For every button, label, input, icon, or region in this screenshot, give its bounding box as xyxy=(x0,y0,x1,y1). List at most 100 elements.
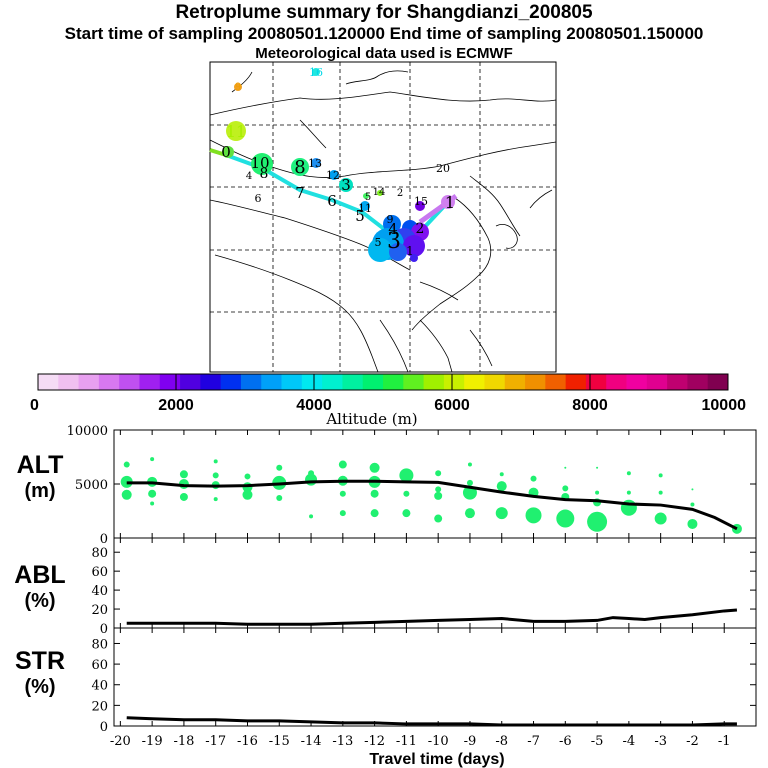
coastline xyxy=(419,319,453,373)
altitude-dot xyxy=(525,507,542,524)
altitude-dot xyxy=(691,488,694,491)
altitude-dot xyxy=(123,461,130,468)
colorbar-cell xyxy=(98,374,120,390)
colorbar-cell xyxy=(667,374,688,390)
coastline xyxy=(529,189,553,209)
colorbar-tick-label: 0 xyxy=(30,397,39,414)
plume-blob xyxy=(226,121,246,141)
panel-alt: 10000 5000 0 xyxy=(67,424,757,547)
x-tick-label: -10 xyxy=(428,734,449,749)
x-tick-label: -13 xyxy=(332,734,353,749)
plume-blob xyxy=(377,190,383,196)
altitude-dot xyxy=(305,473,318,486)
plume-blob xyxy=(312,68,320,76)
plume-day-label: 13 xyxy=(308,157,322,170)
plume-day-label: 5 xyxy=(355,207,365,225)
colorbar-cell xyxy=(525,374,546,390)
x-tick-label: -12 xyxy=(364,734,385,749)
altitude-dot xyxy=(467,462,472,467)
plume-blob xyxy=(363,193,369,199)
altitude-dot xyxy=(276,464,283,471)
colorbar-cell xyxy=(443,374,465,390)
plume-blob xyxy=(415,201,425,211)
title-line-3: Meteorological data used is ECMWF xyxy=(255,45,513,62)
colorbar-cell xyxy=(342,374,364,390)
altitude-dot xyxy=(435,470,442,477)
y-tick-label: 80 xyxy=(91,637,108,652)
plume-day-label: 4 xyxy=(246,171,252,182)
y-tick-label: 5000 xyxy=(75,478,108,493)
colorbar-ticks: 0 2000 4000 6000 8000 10000 xyxy=(30,374,746,414)
altitude-dot xyxy=(399,468,414,483)
colorbar-cell xyxy=(139,374,161,390)
alt-ylabel-line1: ALT xyxy=(16,451,64,479)
altitude-dot xyxy=(687,518,698,529)
plume-day-label: 15 xyxy=(414,195,428,208)
altitude-dot xyxy=(309,514,314,519)
altitude-dot xyxy=(626,471,631,476)
altitude-dot xyxy=(654,512,667,525)
plume-day-label: 14 xyxy=(373,187,386,198)
y-tick-label: 80 xyxy=(91,546,108,561)
y-tick-label: 0 xyxy=(100,532,108,547)
plume-day-label: 2 xyxy=(397,188,403,199)
plume-day-label: 3 xyxy=(387,229,401,254)
x-tick-label: -5 xyxy=(591,734,604,749)
x-tick-label: -6 xyxy=(559,734,572,749)
altitude-dot xyxy=(120,475,133,488)
x-axis-title: Travel time (days) xyxy=(369,751,504,768)
altitude-dot xyxy=(587,511,608,532)
plume-blob xyxy=(329,170,339,180)
colorbar-cell xyxy=(646,374,668,390)
altitude-dot xyxy=(596,466,599,469)
altitude-dot xyxy=(179,470,188,479)
colorbar-cell xyxy=(403,374,424,390)
plume-day-label: 16 xyxy=(309,66,323,79)
colorbar-cell xyxy=(362,374,384,390)
str-ylabel-line2: (%) xyxy=(24,676,56,698)
y-tick-label: 20 xyxy=(91,603,108,618)
y-tick-label: 20 xyxy=(91,699,108,714)
str-ylabel-line1: STR xyxy=(15,647,65,675)
colorbar-cell xyxy=(301,374,323,390)
x-tick-label: -16 xyxy=(237,734,258,749)
altitude-dot xyxy=(213,459,218,464)
colorbar-tick-label: 8000 xyxy=(572,397,608,414)
coastline xyxy=(469,175,521,237)
panel-abl: 80 60 40 20 0 xyxy=(91,537,757,637)
plume-day-label: 9 xyxy=(235,82,241,93)
altitude-dot xyxy=(564,466,567,469)
colorbar-tick-label: 2000 xyxy=(158,397,194,414)
altitude-dot xyxy=(434,514,443,523)
x-tick-label: -3 xyxy=(654,734,667,749)
panel-frame xyxy=(113,627,757,727)
plume-blob xyxy=(222,146,234,158)
altitude-dot xyxy=(402,509,411,518)
plume-blob xyxy=(410,254,418,262)
plume-day-label: 4 xyxy=(388,220,398,238)
altitude-dot xyxy=(626,490,631,495)
x-tick-label: -14 xyxy=(301,734,322,749)
colorbar-cell xyxy=(484,374,506,390)
colorbar-cell xyxy=(180,374,201,390)
abl-line xyxy=(126,608,738,626)
altitude-dot xyxy=(658,473,663,478)
altitude-colorbar: 0 2000 4000 6000 8000 10000 Altitude (m) xyxy=(30,373,746,428)
colorbar-cell xyxy=(687,374,709,390)
altitude-dot xyxy=(464,508,475,519)
plume-day-label: 7 xyxy=(295,184,305,202)
altitude-dot xyxy=(121,489,132,500)
border-line xyxy=(299,119,327,149)
plume-day-label: 9 xyxy=(387,213,394,226)
y-tick-label: 60 xyxy=(91,565,108,580)
y-tick-label: 10000 xyxy=(67,424,108,439)
plume-day-label: 20 xyxy=(436,162,450,175)
altitude-dot xyxy=(403,490,410,497)
y-tick-label: 40 xyxy=(91,679,108,694)
border-line xyxy=(231,71,253,93)
colorbar-cell xyxy=(464,374,485,390)
